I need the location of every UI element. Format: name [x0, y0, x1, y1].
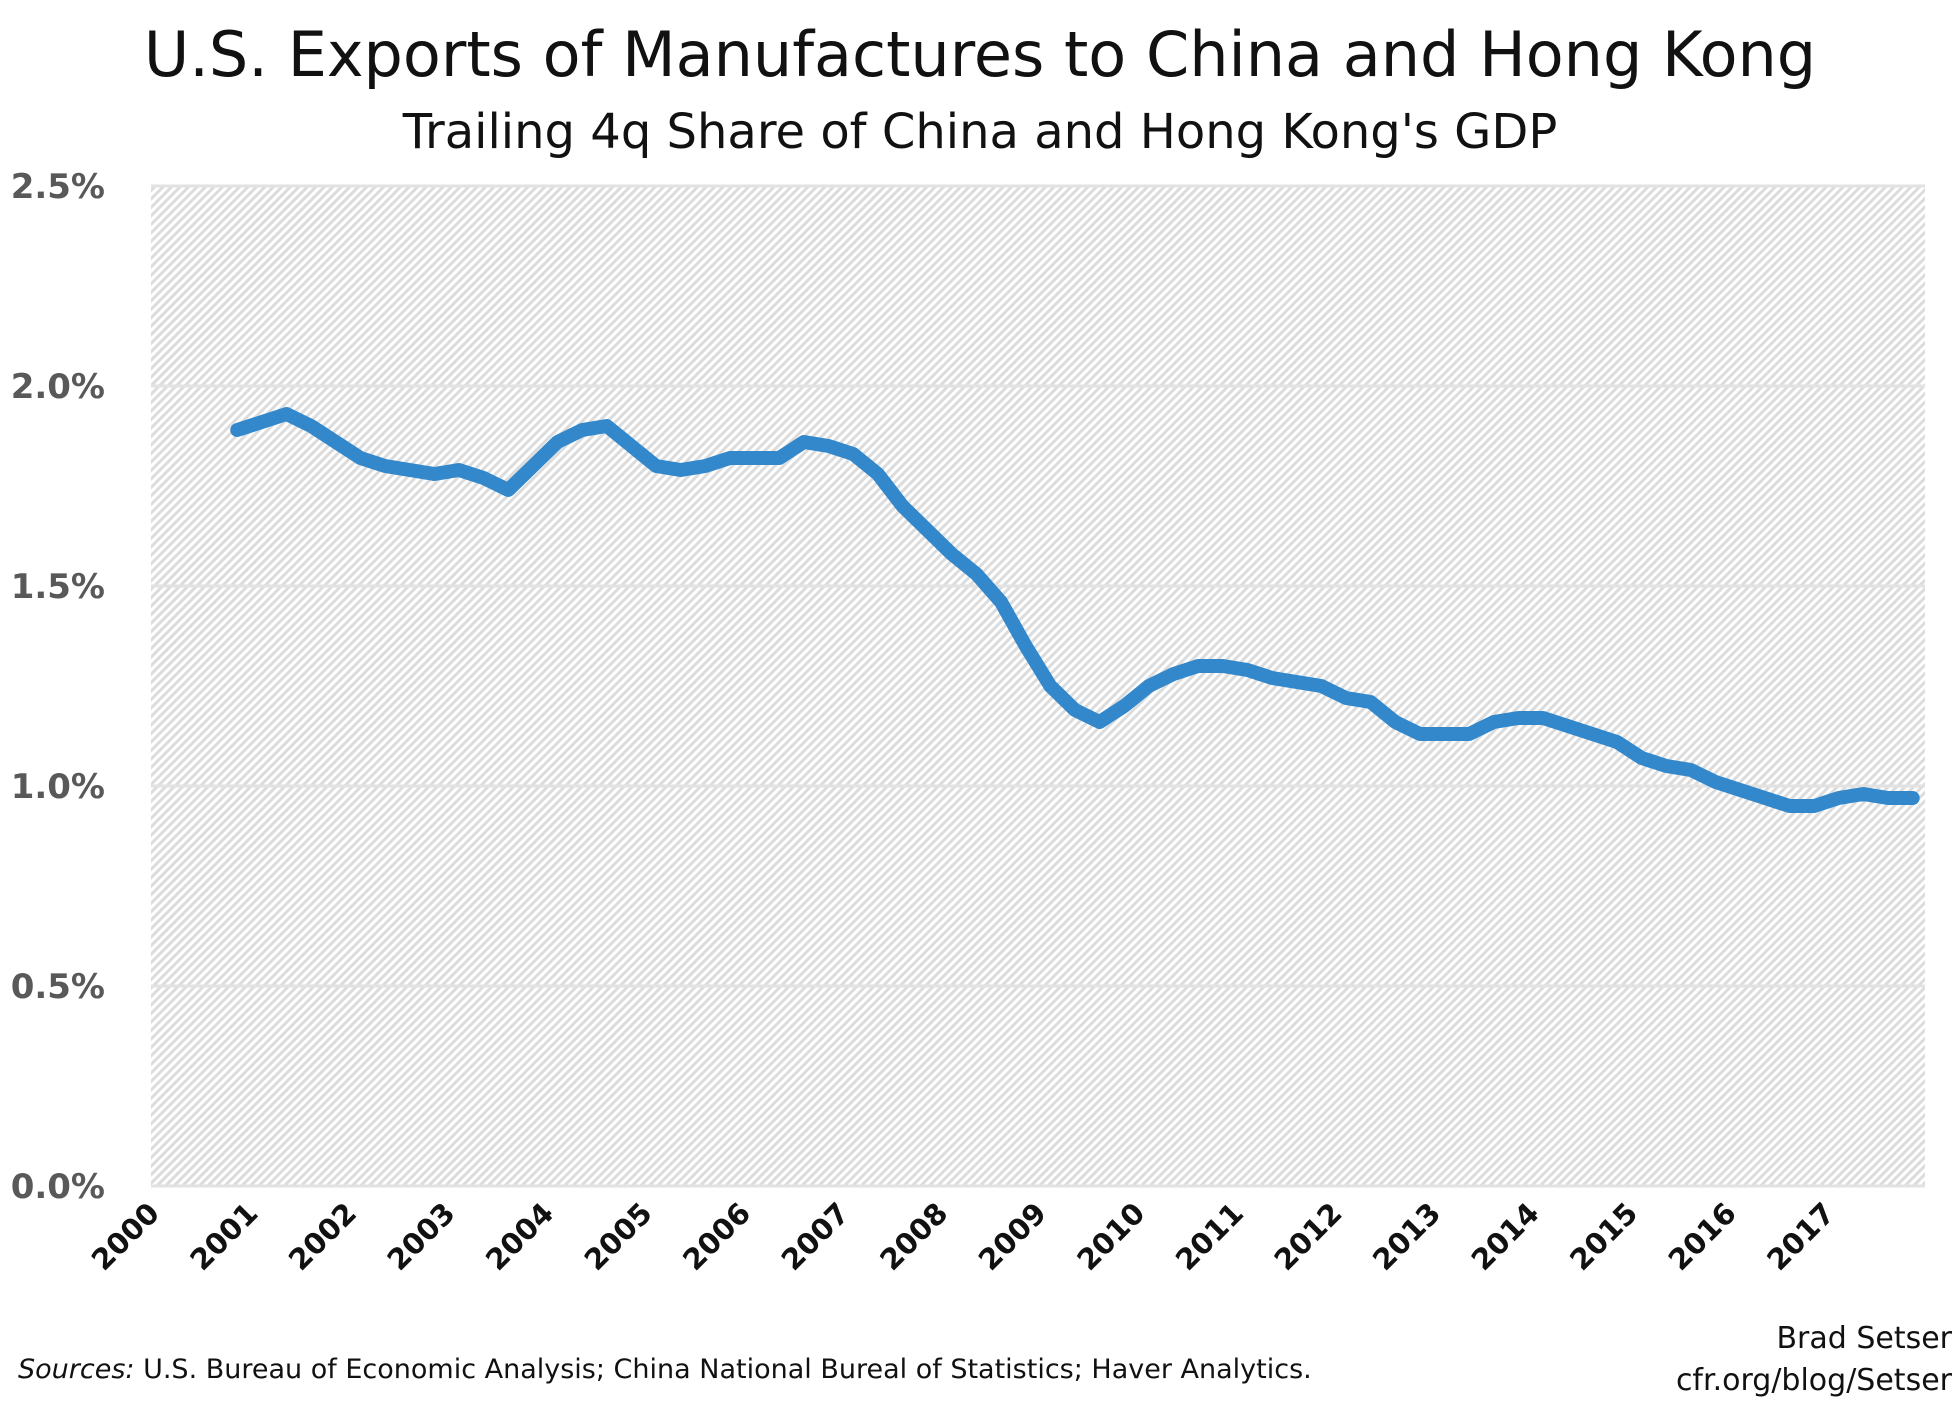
- y-tick-label: 2.0%: [11, 367, 105, 407]
- x-tick-label: 2003: [380, 1196, 461, 1277]
- sources-note: Sources: U.S. Bureau of Economic Analysi…: [18, 1354, 1312, 1385]
- x-tick-label: 2010: [1070, 1196, 1151, 1277]
- x-tick-label: 2017: [1760, 1196, 1841, 1277]
- x-tick-label: 2015: [1563, 1196, 1644, 1277]
- x-tick-label: 2016: [1662, 1196, 1743, 1277]
- x-tick-label: 2000: [85, 1196, 166, 1277]
- x-tick-label: 2006: [676, 1196, 757, 1277]
- y-tick-label: 0.0%: [11, 1167, 105, 1207]
- y-tick-label: 0.5%: [11, 967, 105, 1007]
- y-tick-label: 2.5%: [11, 167, 105, 207]
- y-tick-label: 1.0%: [11, 767, 105, 807]
- x-tick-label: 2008: [873, 1196, 954, 1277]
- x-tick-label: 2011: [1169, 1196, 1250, 1277]
- x-tick-label: 2001: [183, 1196, 264, 1277]
- sources-label: Sources:: [18, 1354, 135, 1385]
- y-tick-label: 1.5%: [11, 567, 105, 607]
- x-tick-label: 2012: [1267, 1196, 1348, 1277]
- x-tick-label: 2005: [578, 1196, 659, 1277]
- credit: Brad Setser cfr.org/blog/Setser: [1676, 1318, 1952, 1402]
- x-tick-label: 2014: [1465, 1196, 1546, 1277]
- x-tick-label: 2007: [775, 1196, 856, 1277]
- sources-text: U.S. Bureau of Economic Analysis; China …: [134, 1354, 1312, 1385]
- author: Brad Setser: [1776, 1321, 1952, 1356]
- blog-url: cfr.org/blog/Setser: [1675, 1363, 1952, 1398]
- plot-area: [151, 186, 1925, 1186]
- chart-subtitle: Trailing 4q Share of China and Hong Kong…: [402, 104, 1558, 160]
- x-tick-label: 2004: [479, 1196, 560, 1277]
- x-tick-label: 2002: [282, 1196, 363, 1277]
- x-tick-label: 2009: [972, 1196, 1053, 1277]
- x-tick-label: 2013: [1366, 1196, 1447, 1277]
- chart-title: U.S. Exports of Manufactures to China an…: [143, 18, 1817, 91]
